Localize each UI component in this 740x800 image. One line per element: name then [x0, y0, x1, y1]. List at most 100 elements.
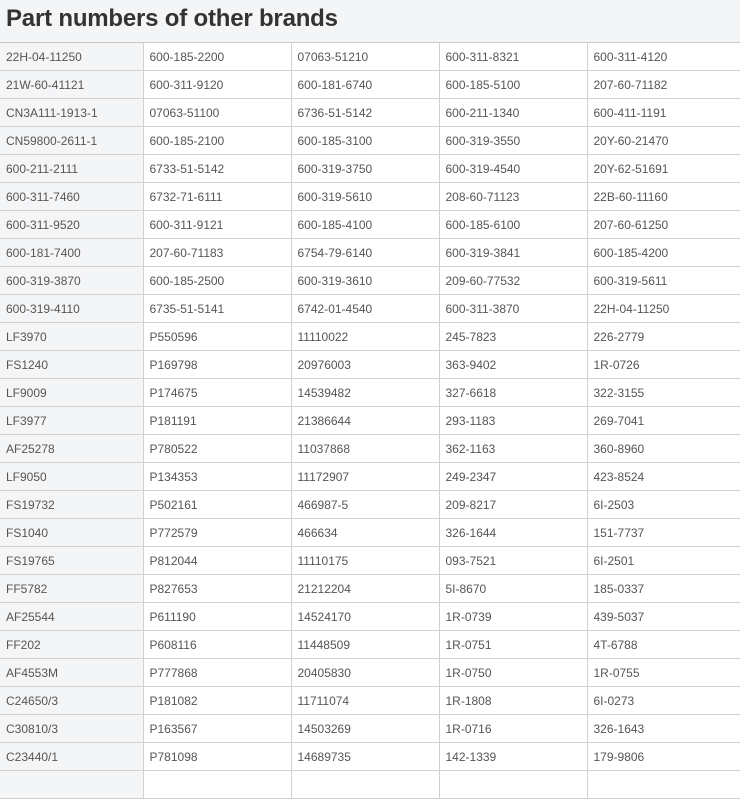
part-number-cell: 600-311-4120 [586, 42, 740, 71]
part-number-cell: 1R-0716 [438, 714, 588, 743]
table-row: CN3A111-1913-1 07063-51100 6736-51-5142 600… [0, 98, 740, 127]
part-number-cell: P812044 [142, 546, 292, 575]
table-row: C23440/1 P781098 14689735 142-1339 179-9806 [0, 742, 740, 771]
page-title: Part numbers of other brands [6, 5, 338, 32]
part-number-cell: 600-319-4540 [438, 154, 588, 183]
part-number-cell: 327-6618 [438, 378, 588, 407]
part-number-cell: P550596 [142, 322, 292, 351]
part-number-cell: P502161 [142, 490, 292, 519]
part-number-cell: 600-319-3750 [290, 154, 440, 183]
part-number-cell: 600-185-2100 [142, 126, 292, 155]
part-number-primary-cell: 600-211-2111 [0, 154, 144, 183]
table-row: C24650/3 P181082 11711074 1R-1808 6I-0273 [0, 686, 740, 715]
part-number-cell: 20Y-62-51691 [586, 154, 740, 183]
part-number-cell: P608116 [142, 630, 292, 659]
table-row: AF4553M P777868 20405830 1R-0750 1R-0755 [0, 658, 740, 687]
part-number-cell: P611190 [142, 602, 292, 631]
part-number-primary-cell: 600-311-9520 [0, 210, 144, 239]
part-number-cell: 600-185-3100 [290, 126, 440, 155]
table-row: FS1240 P169798 20976003 363-9402 1R-0726 [0, 350, 740, 379]
part-number-cell: 207-60-61250 [586, 210, 740, 239]
part-number-cell: 600-411-1191 [586, 98, 740, 127]
part-number-cell: 209-60-77532 [438, 266, 588, 295]
part-number-cell: 185-0337 [586, 574, 740, 603]
part-number-primary-cell: 600-319-4110 [0, 294, 144, 323]
part-number-primary-cell: 21W-60-41121 [0, 70, 144, 99]
part-number-cell: 362-1163 [438, 434, 588, 463]
table-row: AF25544 P611190 14524170 1R-0739 439-5037 [0, 602, 740, 631]
part-number-cell: 600-185-2500 [142, 266, 292, 295]
part-number-cell: 466634 [290, 518, 440, 547]
part-number-cell: 14539482 [290, 378, 440, 407]
part-number-cell: P777868 [142, 658, 292, 687]
part-number-cell: 6742-01-4540 [290, 294, 440, 323]
table-row: AF25278 P780522 11037868 362-1163 360-8960 [0, 434, 740, 463]
part-number-cell: 6735-51-5141 [142, 294, 292, 323]
part-number-cell: 6733-51-5142 [142, 154, 292, 183]
table-row: 600-319-4110 6735-51-5141 6742-01-4540 600-… [0, 294, 740, 323]
part-number-cell: 600-185-4100 [290, 210, 440, 239]
part-number-cell: P781098 [142, 742, 292, 771]
part-number-cell: 07063-51100 [142, 98, 292, 127]
table-row: LF3970 P550596 11110022 245-7823 226-2779 [0, 322, 740, 351]
part-number-cell: 14503269 [290, 714, 440, 743]
part-number-primary-cell: AF25278 [0, 434, 144, 463]
table-row: FS19732 P502161 466987-5 209-8217 6I-2503 [0, 490, 740, 519]
part-number-cell: P772579 [142, 518, 292, 547]
part-number-primary-cell: FS19765 [0, 546, 144, 575]
part-number-cell: 11172907 [290, 462, 440, 491]
table-row: FF5782 P827653 21212204 5I-8670 185-0337 [0, 574, 740, 603]
part-number-primary-cell: 600-181-7400 [0, 238, 144, 267]
part-number-cell: P780522 [142, 434, 292, 463]
table-row: FS1040 P772579 466634 326-1644 151-7737 [0, 518, 740, 547]
part-number-cell [438, 770, 588, 799]
table-row: 600-311-9520 600-311-9121 600-185-4100 600-… [0, 210, 740, 239]
part-number-cell: 6I-0273 [586, 686, 740, 715]
part-number-cell: P827653 [142, 574, 292, 603]
part-number-cell: 326-1643 [586, 714, 740, 743]
part-number-cell: 1R-0750 [438, 658, 588, 687]
part-number-cell: 07063-51210 [290, 42, 440, 71]
part-number-cell: P134353 [142, 462, 292, 491]
part-number-cell [586, 770, 740, 799]
table-row: 22H-04-11250 600-185-2200 07063-51210 600-3… [0, 42, 740, 71]
table-row: 21W-60-41121 600-311-9120 600-181-6740 600-… [0, 70, 740, 99]
part-number-cell: 439-5037 [586, 602, 740, 631]
part-number-cell: 20405830 [290, 658, 440, 687]
part-number-primary-cell: FF5782 [0, 574, 144, 603]
part-number-cell: 22B-60-11160 [586, 182, 740, 211]
part-number-cell: 11110175 [290, 546, 440, 575]
part-number-cell: 207-60-71183 [142, 238, 292, 267]
part-number-cell: P181191 [142, 406, 292, 435]
part-number-cell: 269-7041 [586, 406, 740, 435]
part-number-primary-cell: 600-311-7460 [0, 182, 144, 211]
table-row: 600-181-7400 207-60-71183 6754-79-6140 600-… [0, 238, 740, 267]
part-number-cell: 1R-0739 [438, 602, 588, 631]
part-number-cell: 293-1183 [438, 406, 588, 435]
table-body: 22H-04-11250 600-185-2200 07063-51210 600-3… [0, 42, 740, 799]
part-number-cell: 600-311-8321 [438, 42, 588, 71]
part-number-cell: 600-185-2200 [142, 42, 292, 71]
part-number-cell: 326-1644 [438, 518, 588, 547]
part-number-cell: 20976003 [290, 350, 440, 379]
part-number-cell: 600-311-3870 [438, 294, 588, 323]
part-number-cell: 600-319-5611 [586, 266, 740, 295]
part-number-cell: 322-3155 [586, 378, 740, 407]
part-number-cell: 600-311-9121 [142, 210, 292, 239]
part-number-cell: 600-319-3610 [290, 266, 440, 295]
part-number-cell: 1R-0755 [586, 658, 740, 687]
part-number-cell: 6I-2501 [586, 546, 740, 575]
part-number-cell: 600-185-6100 [438, 210, 588, 239]
part-number-primary-cell: LF3970 [0, 322, 144, 351]
part-number-cell: 5I-8670 [438, 574, 588, 603]
part-number-cell: P163567 [142, 714, 292, 743]
part-number-cell: 11110022 [290, 322, 440, 351]
part-number-primary-cell: LF9009 [0, 378, 144, 407]
part-number-primary-cell: FS1240 [0, 350, 144, 379]
part-number-primary-cell: LF9050 [0, 462, 144, 491]
table-row: 600-211-2111 6733-51-5142 600-319-3750 600-… [0, 154, 740, 183]
part-number-primary-cell: FS1040 [0, 518, 144, 547]
part-number-cell: 11448509 [290, 630, 440, 659]
part-number-cell: 179-9806 [586, 742, 740, 771]
part-number-primary-cell: FF202 [0, 630, 144, 659]
